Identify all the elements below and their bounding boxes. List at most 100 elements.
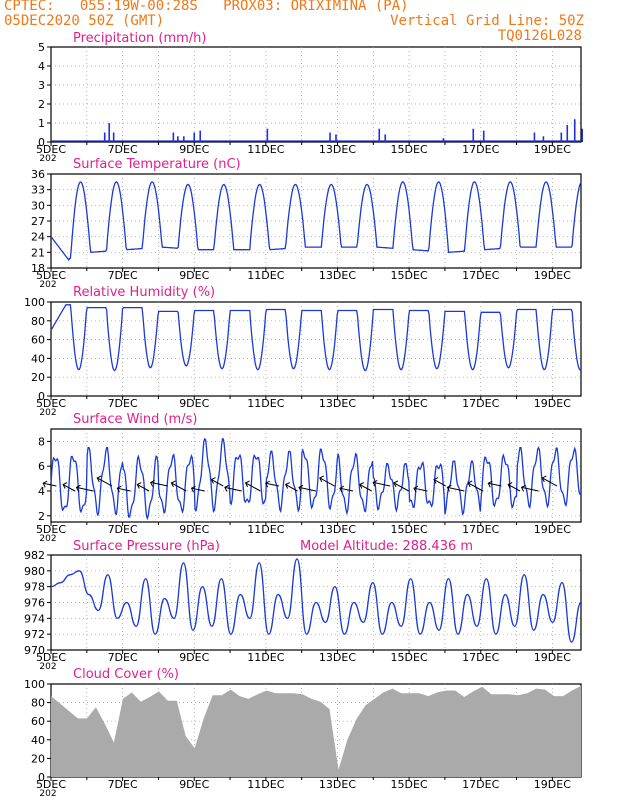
precip-bar: [335, 134, 337, 142]
x-tick-label: 17DEC: [462, 143, 499, 156]
x-tick-label: 13DEC: [319, 651, 356, 664]
y-tick-label: 6: [38, 460, 45, 473]
x-tick-label: 15DEC: [391, 143, 428, 156]
x-tick-label: 7DEC: [108, 523, 138, 536]
wind-arrow: [97, 477, 113, 487]
y-tick-label: 40: [31, 352, 45, 365]
x-tick-label: 11DEC: [247, 651, 284, 664]
precip-bar: [573, 119, 576, 142]
x-tick-label: 9DEC: [179, 651, 209, 664]
precip-bar: [378, 128, 381, 142]
panel-title: Precipitation (mm/h): [73, 31, 206, 46]
wind-arrow: [319, 477, 335, 487]
x-tick-label: 5DEC: [36, 651, 66, 664]
x-tick-label: 15DEC: [391, 651, 428, 664]
y-tick-label: 36: [31, 168, 45, 181]
y-tick-label: 33: [31, 184, 45, 197]
wind-arrow-head: [467, 480, 473, 488]
wind-arrow-head: [487, 480, 493, 488]
x-tick-label: 9DEC: [179, 397, 209, 410]
wind-arrow: [62, 484, 76, 492]
y-tick-label: 2: [38, 98, 45, 111]
y-tick-label: 20: [31, 371, 45, 384]
wind-arrow: [433, 479, 447, 487]
x-tick-label: 7DEC: [108, 651, 138, 664]
wind-arrow-head: [244, 480, 250, 488]
header-station-line: CPTEC: 055:19W-00:28S PROX03: ORIXIMINA …: [4, 0, 409, 14]
panel-title: Surface Pressure (hPa): [73, 539, 220, 554]
panel-frame: [50, 46, 582, 143]
precip-bar: [482, 130, 485, 142]
y-tick-label: 80: [31, 697, 45, 710]
x-year-stub-label: 202: [39, 154, 56, 164]
wind-arrow-head: [75, 484, 81, 492]
y-tick-label: 978: [24, 581, 45, 594]
wind-arrow: [521, 486, 539, 492]
y-tick-label: 60: [31, 715, 45, 728]
x-tick-label: 15DEC: [391, 523, 428, 536]
wind-arrow: [373, 481, 391, 487]
x-tick-label: 11DEC: [247, 778, 284, 791]
x-tick-label: 15DEC: [391, 778, 428, 791]
wind-arrow: [245, 482, 261, 492]
x-tick-label: 13DEC: [319, 143, 356, 156]
wind-arrow-head: [116, 485, 122, 493]
x-tick-label: 11DEC: [247, 269, 284, 282]
y-tick-label: 100: [24, 296, 45, 309]
wind-arrow: [507, 484, 521, 492]
x-tick-label: 19DEC: [534, 269, 571, 282]
header-model-code: TQ0126L028: [497, 28, 582, 44]
precip-bar: [560, 132, 563, 142]
x-tick-label: 9DEC: [179, 269, 209, 282]
wind-arrow: [43, 482, 57, 487]
header-date-line: 05DEC2020 50Z (GMT): [4, 13, 165, 29]
wind-arrow: [447, 486, 465, 492]
wind-arrow: [488, 482, 502, 487]
x-tick-label: 7DEC: [108, 143, 138, 156]
y-tick-label: 27: [31, 215, 45, 228]
wind-arrow-head: [298, 484, 304, 492]
wind-arrow-head: [433, 477, 439, 484]
wind-arrow: [393, 482, 409, 492]
x-tick-label: 11DEC: [247, 523, 284, 536]
wind-arrow-head: [359, 482, 365, 489]
y-tick-label: 24: [31, 231, 45, 244]
wind-arrow-head: [446, 484, 452, 492]
wind-arrow-head: [62, 482, 68, 489]
wind-arrow: [298, 486, 317, 492]
x-tick-label: 17DEC: [462, 523, 499, 536]
y-tick-label: 100: [24, 678, 45, 691]
x-year-stub-label: 202: [39, 789, 56, 799]
wind-arrow: [150, 481, 168, 487]
precip-bar: [172, 132, 175, 142]
precip-bar: [177, 136, 179, 142]
x-tick-label: 19DEC: [534, 523, 571, 536]
y-tick-label: 20: [31, 752, 45, 765]
y-tick-label: 970: [24, 644, 45, 657]
panel-title: Surface Temperature (nC): [73, 157, 241, 172]
x-year-stub-label: 202: [39, 280, 56, 290]
y-tick-label: 3: [38, 79, 45, 92]
y-tick-label: 21: [31, 246, 45, 259]
precip-bar: [112, 132, 115, 142]
wind-arrow: [171, 482, 187, 492]
wind-arrow: [339, 487, 354, 492]
precip-bar: [384, 134, 387, 142]
x-year-stub-label: 202: [39, 662, 56, 672]
y-tick-label: 972: [24, 628, 45, 641]
x-tick-label: 5DEC: [36, 143, 66, 156]
wind-arrow-head: [96, 475, 102, 483]
x-tick-label: 17DEC: [462, 651, 499, 664]
header-grid-line-info: Vertical Grid Line: 50Z: [390, 13, 584, 29]
x-tick-label: 5DEC: [36, 397, 66, 410]
series-line: [50, 558, 582, 643]
x-tick-label: 19DEC: [534, 651, 571, 664]
panel-title: Surface Wind (m/s): [73, 412, 197, 427]
wind-arrow: [224, 486, 242, 492]
y-tick-label: 30: [31, 199, 45, 212]
y-tick-label: 4: [38, 485, 45, 498]
y-tick-label: 4: [38, 60, 45, 73]
wind-arrow: [191, 487, 205, 492]
wind-arrow-head: [210, 477, 216, 484]
precip-bar: [566, 124, 569, 142]
